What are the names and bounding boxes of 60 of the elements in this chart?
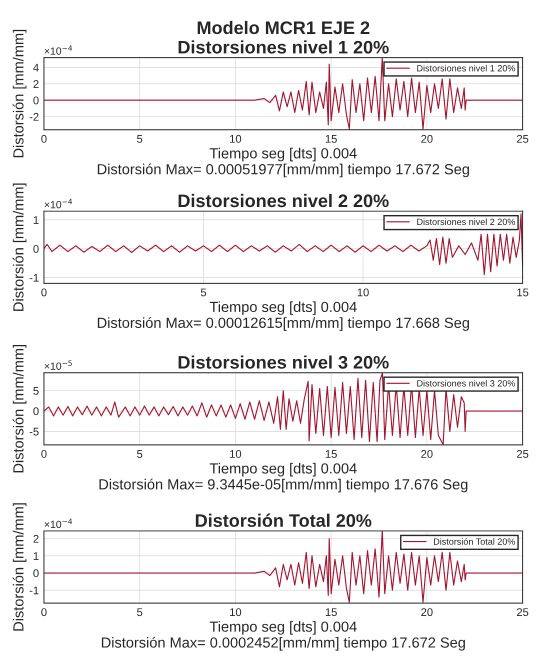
x-tick-label: 10 [230, 608, 242, 616]
x-axis-title: Tiempo seg [dts] 0.004 Distorsión Max= 0.00051977[mm/mm] tiempo 17.672 Seg [98, 148, 469, 178]
x-tick-label: 0 [41, 608, 47, 616]
x-tick-label: 15 [326, 135, 337, 143]
chart-title: Distorsiones nivel 3 20% [178, 355, 389, 369]
x-tick-label: 10 [230, 450, 242, 458]
x-tick-label: 20 [421, 450, 433, 458]
y-axis-title: Distorsión [mm/mm] [12, 345, 26, 472]
x-tick-label: 10 [358, 288, 369, 296]
y-tick-label: 5 [33, 387, 39, 395]
line-series [44, 530, 523, 603]
y-axis-title: Distorsión [mm/mm] [12, 503, 26, 631]
x-tick-label: 5 [137, 608, 142, 616]
y-tick-label: -1 [30, 274, 39, 282]
y-tick-label: 1 [34, 552, 39, 560]
x-tick-label: 0 [41, 134, 47, 143]
y-tick-label: 0 [33, 569, 39, 578]
x-tick-label: 15 [326, 608, 337, 616]
text: ×10$^{−4}$ [44, 198, 72, 208]
x-tick-label: 5 [137, 135, 142, 143]
x-tick-label: 10 [230, 134, 242, 143]
x-tick-label: 15 [517, 288, 528, 296]
line-series [44, 58, 523, 130]
line-series [44, 372, 523, 445]
x-tick-label: 5 [137, 450, 142, 458]
x-axis-title: Tiempo seg [dts] 0.004 Distorsión Max= 0.00012615[mm/mm] tiempo 17.668 Seg [98, 301, 469, 331]
x-tick-label: 25 [516, 134, 528, 143]
x-tick-label: 15 [326, 450, 337, 458]
legend-label: Distorsiones nivel 3 20% [417, 380, 516, 387]
legend-label: Distorsiones nivel 1 20% [417, 64, 516, 72]
chart-title: Modelo MCR1 EJE 2 Distorsiones nivel 1 20% [178, 20, 389, 54]
y-tick-label: 1 [34, 216, 39, 224]
y-tick-label: -1 [30, 586, 39, 594]
x-tick-label: 20 [421, 134, 433, 143]
y-axis-title: Distorsión [mm/mm] [12, 183, 26, 311]
text: ×10$^{−4}$ [44, 45, 72, 55]
x-tick-label: 25 [516, 608, 528, 616]
text: ×10$^{−5}$ [44, 360, 72, 370]
x-tick-label: 5 [200, 288, 206, 296]
x-tick-label: 0 [41, 450, 47, 458]
x-axis-title: Tiempo seg [dts] 0.004 Distorsión Max= 9.3445e-05[mm/mm] tiempo 17.676 Seg [99, 462, 468, 492]
x-tick-label: 25 [516, 450, 528, 458]
chart-title: Distorsión Total 20% [196, 514, 372, 527]
legend-label: Distorsiones nivel 2 20% [417, 218, 516, 226]
x-tick-label: 0 [41, 288, 47, 296]
y-tick-label: -5 [30, 428, 39, 436]
y-tick-label: 2 [33, 534, 39, 543]
x-tick-label: 20 [421, 608, 433, 616]
line-series [44, 214, 523, 276]
y-tick-label: 0 [33, 244, 39, 253]
y-tick-label: 0 [33, 407, 39, 416]
x-axis-title: Tiempo seg [dts] 0.004 Distorsión Max= 0.0002452[mm/mm] tiempo 17.672 Seg [102, 621, 465, 651]
legend-label: Distorsión Total 20% [434, 538, 516, 545]
y-tick-label: -2 [30, 112, 39, 121]
chart-title: Distorsiones nivel 2 20% [178, 194, 389, 208]
y-tick-label: 0 [33, 96, 39, 104]
y-axis-title: Distorsión [mm/mm] [12, 30, 26, 158]
y-tick-label: 4 [33, 64, 39, 72]
text: ×10$^{−4}$ [44, 518, 72, 528]
y-tick-label: 2 [33, 80, 39, 88]
